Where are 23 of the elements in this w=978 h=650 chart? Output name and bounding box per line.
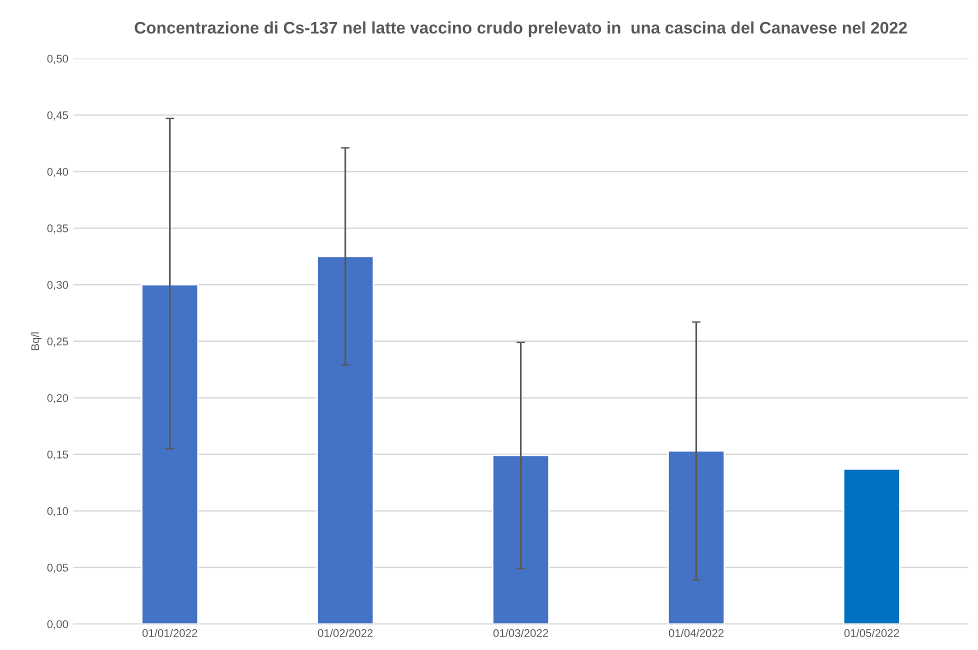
x-tick-label: 01/01/2022 — [142, 628, 198, 638]
y-tick-label: 0,05 — [47, 564, 68, 573]
x-tick-label: 01/03/2022 — [493, 628, 548, 638]
y-tick-label: 0,50 — [47, 54, 68, 64]
y-tick-label: 0,30 — [47, 280, 68, 290]
y-tick-label: 0,00 — [47, 620, 68, 630]
bar — [667, 450, 726, 624]
y-axis-title: Bq/l — [30, 332, 42, 350]
y-tick-label: 0,45 — [47, 111, 68, 120]
bar — [141, 284, 199, 624]
y-tick-label: 0,15 — [47, 450, 68, 460]
x-tick-label: 01/05/2022 — [844, 628, 899, 638]
y-tick-label: 0,20 — [47, 394, 68, 404]
bar — [842, 468, 900, 624]
x-tick-label: 01/04/2022 — [668, 628, 724, 638]
y-tick-label: 0,10 — [47, 507, 68, 516]
y-tick-label: 0,40 — [47, 168, 68, 178]
bar — [316, 256, 374, 624]
bar — [492, 454, 550, 624]
chart-title: Concentrazione di Cs-137 nel latte vaccino crudo prelevato in una cascina del Canavese nel 2022 — [134, 21, 907, 37]
y-tick-label: 0,35 — [47, 224, 68, 234]
y-tick-label: 0,25 — [47, 338, 68, 347]
x-tick-label: 01/02/2022 — [318, 628, 373, 638]
